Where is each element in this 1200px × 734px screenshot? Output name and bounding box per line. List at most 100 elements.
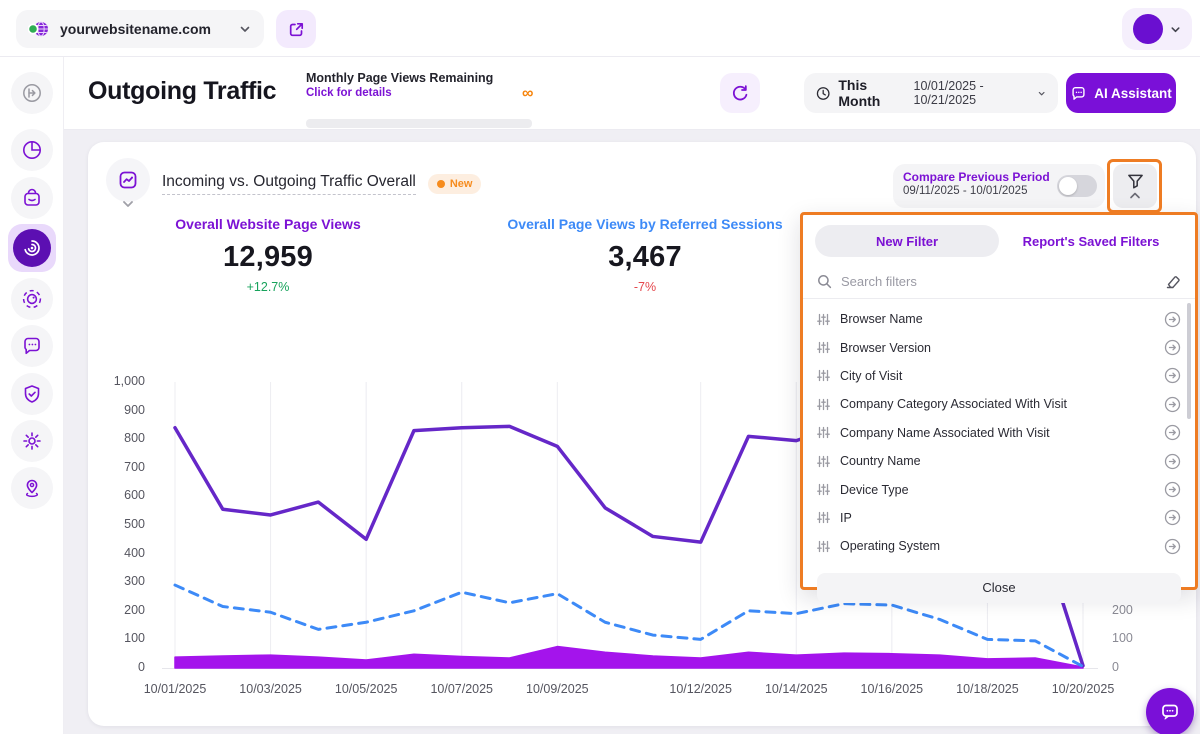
sliders-icon xyxy=(817,540,830,553)
arrow-circle-right-icon[interactable] xyxy=(1164,339,1181,356)
sidebar-item-store[interactable] xyxy=(11,177,53,219)
toggle-knob xyxy=(1059,177,1077,195)
arrow-circle-right-icon[interactable] xyxy=(1164,367,1181,384)
filter-item[interactable]: Browser Version xyxy=(817,333,1181,361)
sidebar-item-messages[interactable] xyxy=(11,325,53,367)
quota-value: ∞ xyxy=(522,85,533,103)
filter-item-label: City of Visit xyxy=(840,369,1154,383)
arrow-circle-right-icon[interactable] xyxy=(1164,311,1181,328)
x-axis-label: 10/03/2025 xyxy=(239,682,302,696)
filter-list-scrollbar[interactable] xyxy=(1187,303,1191,419)
search-filters-input[interactable] xyxy=(841,274,1156,289)
x-axis-label: 10/18/2025 xyxy=(956,682,1019,696)
filter-item[interactable]: Country Name xyxy=(817,447,1181,475)
sidebar-item-locations[interactable] xyxy=(11,467,53,509)
range-preset-label: This Month xyxy=(838,77,901,109)
right-y-axis-label: 0 xyxy=(1112,660,1119,674)
chevron-down-icon xyxy=(1169,23,1182,36)
ai-assistant-label: AI Assistant xyxy=(1094,86,1172,101)
y-axis-label: 800 xyxy=(90,431,145,445)
quota-progress-bar xyxy=(306,119,532,128)
filter-button[interactable] xyxy=(1113,164,1157,208)
sidebar-item-settings[interactable] xyxy=(11,420,53,462)
compare-previous-period: Compare Previous Period 09/11/2025 - 10/… xyxy=(893,164,1105,208)
new-badge: New xyxy=(428,174,482,194)
chevron-down-icon[interactable] xyxy=(121,200,135,209)
quota-details-link[interactable]: Click for details xyxy=(306,87,606,99)
right-y-axis-label: 100 xyxy=(1112,631,1133,645)
filter-item[interactable]: IP xyxy=(817,504,1181,532)
sidebar-item-dashboard[interactable] xyxy=(11,129,53,171)
close-button[interactable]: Close xyxy=(817,573,1181,603)
sidebar-item-traffic-active[interactable] xyxy=(8,224,56,272)
x-axis-label: 10/14/2025 xyxy=(765,682,828,696)
y-axis-label: 0 xyxy=(90,660,145,674)
open-website-button[interactable] xyxy=(276,10,316,48)
metric-value: 3,467 xyxy=(483,241,807,274)
gear-icon xyxy=(21,430,43,452)
filter-item-label: Browser Version xyxy=(840,341,1154,355)
y-axis-label: 400 xyxy=(90,546,145,560)
account-menu[interactable] xyxy=(1122,8,1192,50)
date-range-picker[interactable]: This Month 10/01/2025 - 10/21/2025 xyxy=(804,73,1058,113)
x-axis-label: 10/09/2025 xyxy=(526,682,589,696)
x-axis-label: 10/07/2025 xyxy=(430,682,493,696)
arrow-circle-right-icon[interactable] xyxy=(1164,424,1181,441)
filter-item-label: IP xyxy=(840,511,1154,525)
filter-item[interactable]: Company Name Associated With Visit xyxy=(817,419,1181,447)
location-pin-icon xyxy=(21,477,43,499)
website-name: yourwebsitename.com xyxy=(60,21,228,37)
sliders-icon xyxy=(817,483,830,496)
filter-item[interactable]: City of Visit xyxy=(817,362,1181,390)
tab-new-filter[interactable]: New Filter xyxy=(815,225,999,257)
chat-bubble-icon xyxy=(1159,701,1181,723)
website-selector[interactable]: yourwebsitename.com xyxy=(16,10,264,48)
arrow-circle-right-icon[interactable] xyxy=(1164,453,1181,470)
metric-delta: -7% xyxy=(483,280,807,294)
chat-bubble-icon xyxy=(21,335,43,357)
x-axis-label: 10/12/2025 xyxy=(669,682,732,696)
y-axis-label: 1,000 xyxy=(90,374,145,388)
filter-item-label: Operating System xyxy=(840,539,1154,553)
support-chat-button[interactable] xyxy=(1146,688,1194,734)
sidebar-item-security[interactable] xyxy=(11,373,53,415)
tab-saved-filters[interactable]: Report's Saved Filters xyxy=(999,225,1183,257)
page-title: Outgoing Traffic xyxy=(88,77,276,106)
sliders-icon xyxy=(817,341,830,354)
x-axis-label: 10/01/2025 xyxy=(144,682,207,696)
chart-title[interactable]: Incoming vs. Outgoing Traffic Overall xyxy=(162,173,416,195)
y-axis-label: 200 xyxy=(90,603,145,617)
globe-icon xyxy=(28,19,50,39)
radar-icon xyxy=(21,237,43,259)
filter-list: Browser Name Browser Version City of Vis… xyxy=(803,299,1195,561)
filter-item[interactable]: Browser Name xyxy=(817,305,1181,333)
traffic-report-card: Incoming vs. Outgoing Traffic Overall Ne… xyxy=(88,142,1196,726)
x-axis-label: 10/20/2025 xyxy=(1052,682,1115,696)
refresh-button[interactable] xyxy=(720,73,760,113)
ai-assistant-button[interactable]: AI Assistant xyxy=(1066,73,1176,113)
y-axis-label: 700 xyxy=(90,460,145,474)
x-axis-label: 10/16/2025 xyxy=(861,682,924,696)
widget-type-button[interactable] xyxy=(106,158,150,202)
sidebar-item-collapse[interactable] xyxy=(11,72,53,114)
filter-item-label: Browser Name xyxy=(840,312,1154,326)
quota-label: Monthly Page Views Remaining xyxy=(306,71,606,85)
shopping-bag-icon xyxy=(21,187,43,209)
compare-toggle[interactable] xyxy=(1057,175,1097,197)
eraser-icon[interactable] xyxy=(1165,274,1181,290)
y-axis-label: 600 xyxy=(90,488,145,502)
external-link-icon xyxy=(288,21,305,38)
arrow-circle-right-icon[interactable] xyxy=(1164,509,1181,526)
y-axis-label: 300 xyxy=(90,574,145,588)
arrow-circle-right-icon[interactable] xyxy=(1164,481,1181,498)
filter-item[interactable]: Company Category Associated With Visit xyxy=(817,390,1181,418)
shield-check-icon xyxy=(21,383,43,405)
filter-item[interactable]: Operating System xyxy=(817,532,1181,560)
sidebar-item-sessions[interactable] xyxy=(11,278,53,320)
filter-item[interactable]: Device Type xyxy=(817,475,1181,503)
arrow-circle-right-icon[interactable] xyxy=(1164,538,1181,555)
chevron-down-icon xyxy=(238,22,252,36)
filter-item-label: Country Name xyxy=(840,454,1154,468)
arrow-circle-right-icon[interactable] xyxy=(1164,396,1181,413)
y-axis-label: 100 xyxy=(90,631,145,645)
